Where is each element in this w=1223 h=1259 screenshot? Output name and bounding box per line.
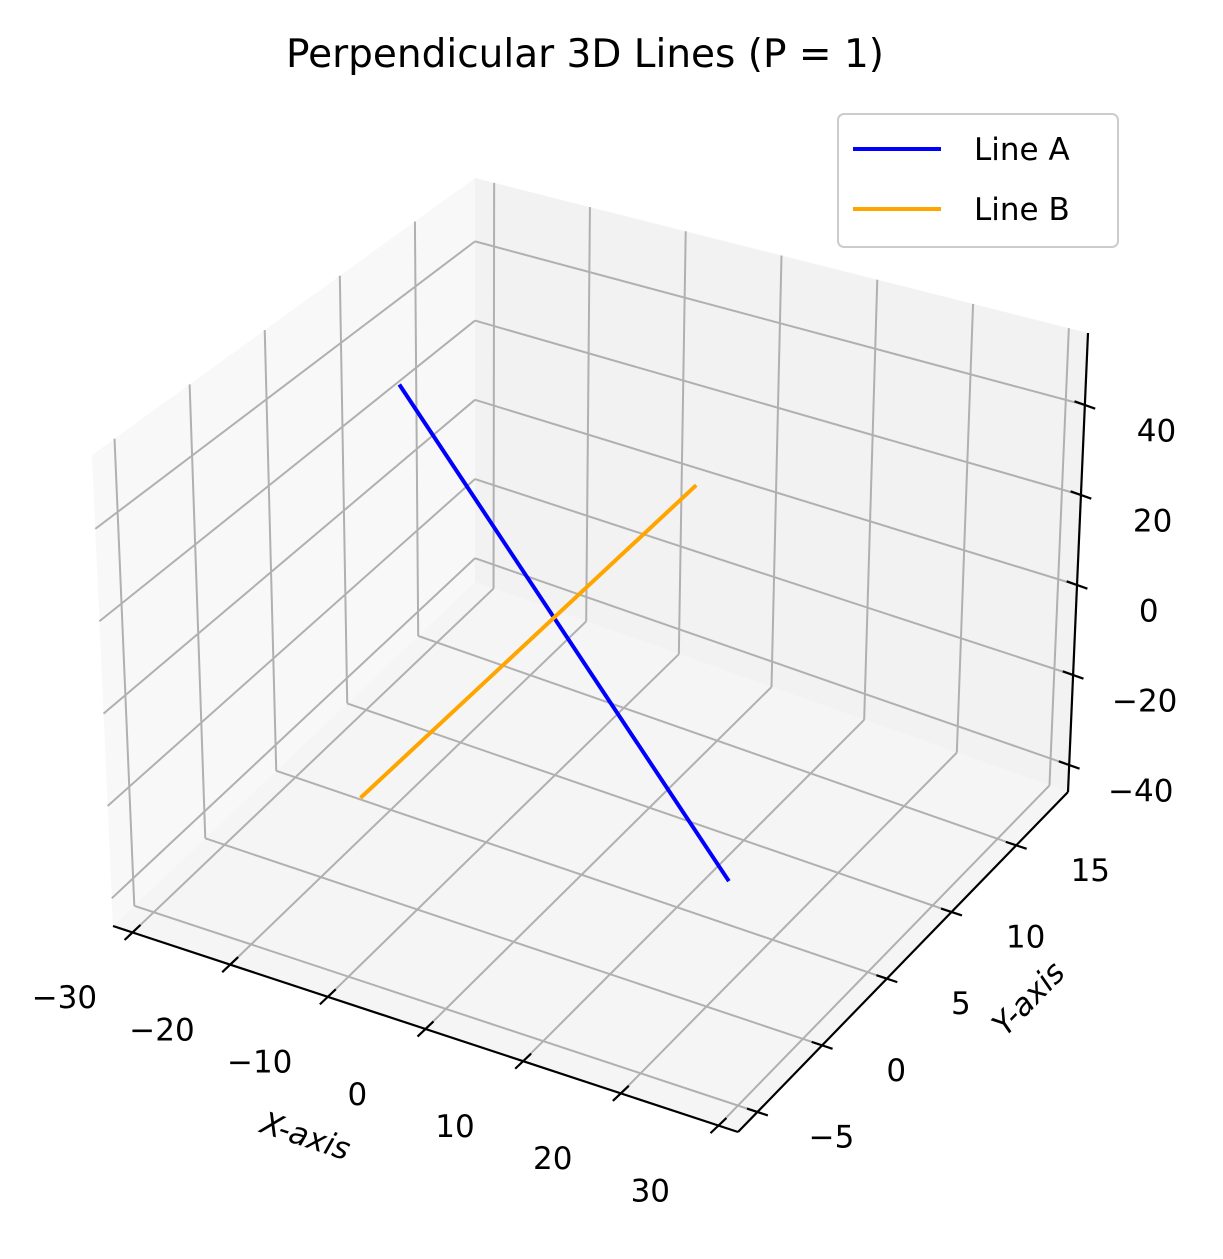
grid-lines xyxy=(94,182,1086,1127)
z-tick xyxy=(1058,760,1080,770)
grid-line-z-side xyxy=(102,399,476,715)
x-tick xyxy=(514,1052,532,1070)
grid-line-y-side xyxy=(188,384,207,839)
grid-line-z-back xyxy=(474,478,1074,676)
x-axis-label: X-axis xyxy=(254,1105,354,1168)
y-tick xyxy=(811,1040,833,1050)
x-tick xyxy=(123,924,142,941)
y-tick-label: 10 xyxy=(1006,919,1045,955)
z-axis-line xyxy=(1066,332,1090,793)
grid-line-z-side xyxy=(106,478,476,807)
grid-line-x-floor xyxy=(522,719,865,1062)
grid-line-z-back xyxy=(474,240,1086,406)
axis-panes xyxy=(92,178,1088,1132)
axis-ticks: −30 −20 −10 0 10 20 30 −5 0 5 10 15 −40 −20 0 20 40 xyxy=(32,400,1177,1209)
grid-line-x-back xyxy=(1048,328,1070,786)
x-tick-label: −20 xyxy=(129,1012,194,1048)
z-tick xyxy=(1062,670,1084,680)
grid-line-z-side xyxy=(98,319,476,623)
grid-line-x-back xyxy=(677,231,687,655)
z-tick xyxy=(1074,400,1096,410)
grid-line-z-back xyxy=(474,319,1082,496)
grid-line-x-floor xyxy=(229,620,587,966)
y-tick xyxy=(940,907,963,917)
grid-line-x-back xyxy=(770,255,783,688)
chart-title: Perpendicular 3D Lines (P = 1) xyxy=(286,32,884,77)
grid-line-x-back xyxy=(492,182,496,589)
x-tick-label: 30 xyxy=(631,1173,670,1209)
x-tick-label: −30 xyxy=(32,980,97,1016)
z-tick-label: 40 xyxy=(1137,413,1176,449)
grid-line-y-side xyxy=(263,330,278,771)
side-pane xyxy=(92,178,475,926)
y-axis-line xyxy=(737,791,1069,1133)
grid-line-y-floor xyxy=(133,904,758,1113)
y-tick xyxy=(1005,840,1028,850)
grid-line-z-back xyxy=(474,557,1070,766)
legend-label-line-a: Line A xyxy=(974,132,1070,168)
x-tick xyxy=(221,956,239,973)
x-tick xyxy=(709,1117,728,1134)
data-series xyxy=(359,383,731,883)
series-line-line-b xyxy=(359,483,698,800)
x-tick-label: −10 xyxy=(227,1045,292,1081)
z-tick xyxy=(1070,490,1092,500)
grid-line-x-floor xyxy=(131,587,495,934)
grid-line-y-floor xyxy=(275,769,888,980)
legend: Line A Line B xyxy=(837,113,1119,248)
series-line-line-a xyxy=(397,383,731,883)
x-tick-label: 0 xyxy=(348,1077,368,1113)
grid-line-z-side xyxy=(94,240,476,530)
back-pane xyxy=(475,178,1088,792)
y-tick-label: 5 xyxy=(951,986,971,1022)
grid-line-x-back xyxy=(863,279,879,720)
z-tick xyxy=(1066,580,1088,590)
grid-line-z-back xyxy=(474,398,1078,586)
x-tick-label: 10 xyxy=(435,1109,474,1145)
y-tick xyxy=(746,1107,769,1117)
grid-line-y-side xyxy=(413,221,420,636)
grid-line-x-back xyxy=(585,207,591,622)
z-tick-label: 0 xyxy=(1139,593,1159,629)
grid-line-y-side xyxy=(338,275,349,704)
y-tick-label: 0 xyxy=(886,1053,906,1089)
y-axis-label: Y-axis xyxy=(985,955,1072,1043)
x-tick xyxy=(416,1020,435,1038)
grid-line-x-floor xyxy=(620,751,958,1095)
grid-line-x-back xyxy=(955,303,975,753)
grid-line-x-floor xyxy=(717,784,1051,1127)
grid-line-y-floor xyxy=(346,702,952,913)
y-tick-label: −5 xyxy=(809,1119,855,1155)
grid-line-z-side xyxy=(111,557,476,900)
y-tick xyxy=(876,974,898,984)
y-tick-label: 15 xyxy=(1071,853,1110,889)
floor-pane xyxy=(113,582,1068,1132)
grid-line-y-side xyxy=(113,438,136,906)
grid-line-x-floor xyxy=(424,686,773,1030)
grid-line-y-floor xyxy=(204,837,823,1047)
legend-label-line-b: Line B xyxy=(974,192,1070,228)
grid-line-x-floor xyxy=(327,653,680,998)
z-tick-label: −20 xyxy=(1112,683,1177,719)
x-tick xyxy=(612,1085,630,1102)
grid-line-y-floor xyxy=(417,635,1017,847)
z-tick-label: −40 xyxy=(1108,773,1173,809)
x-tick xyxy=(319,988,337,1006)
x-tick-label: 20 xyxy=(533,1141,572,1177)
z-tick-label: 20 xyxy=(1133,503,1172,539)
